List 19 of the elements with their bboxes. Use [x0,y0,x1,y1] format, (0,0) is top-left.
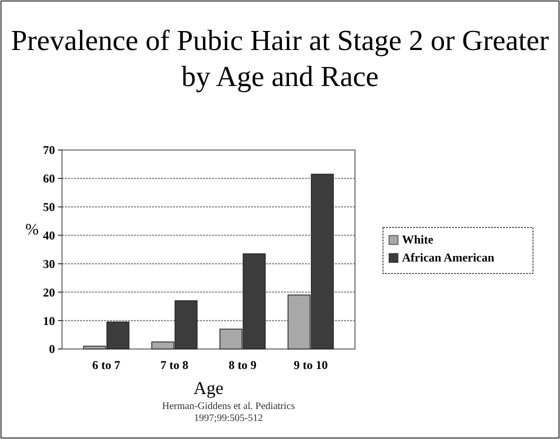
x-tick-label: 6 to 7 [92,358,120,372]
x-tick-label: 8 to 9 [228,358,257,372]
y-tick-label: 60 [43,172,55,186]
y-tick-label: 0 [49,342,55,356]
x-tick-label: 7 to 8 [160,358,188,372]
text: Herman-Giddens et al. Pediatrics [162,401,295,412]
y-tick-label: 70 [43,143,55,158]
y-tick-label: 50 [43,200,55,214]
x-axis-title: Age [194,378,224,398]
y-tick-label: 40 [43,228,55,242]
x-tick-label: 9 to 10 [294,358,328,372]
y-tick-label: 30 [43,256,55,271]
text: 1997;99:505-512 [194,413,263,424]
chart-title: Prevalence of Pubic Hair at Stage 2 or Greater by Age and Race [11,25,550,93]
legend-label: White [402,232,434,246]
y-tick-label: 20 [43,285,55,300]
y-axis-title: % [25,222,39,238]
y-tick-label: 10 [43,314,55,328]
legend-label: African American [402,250,495,264]
